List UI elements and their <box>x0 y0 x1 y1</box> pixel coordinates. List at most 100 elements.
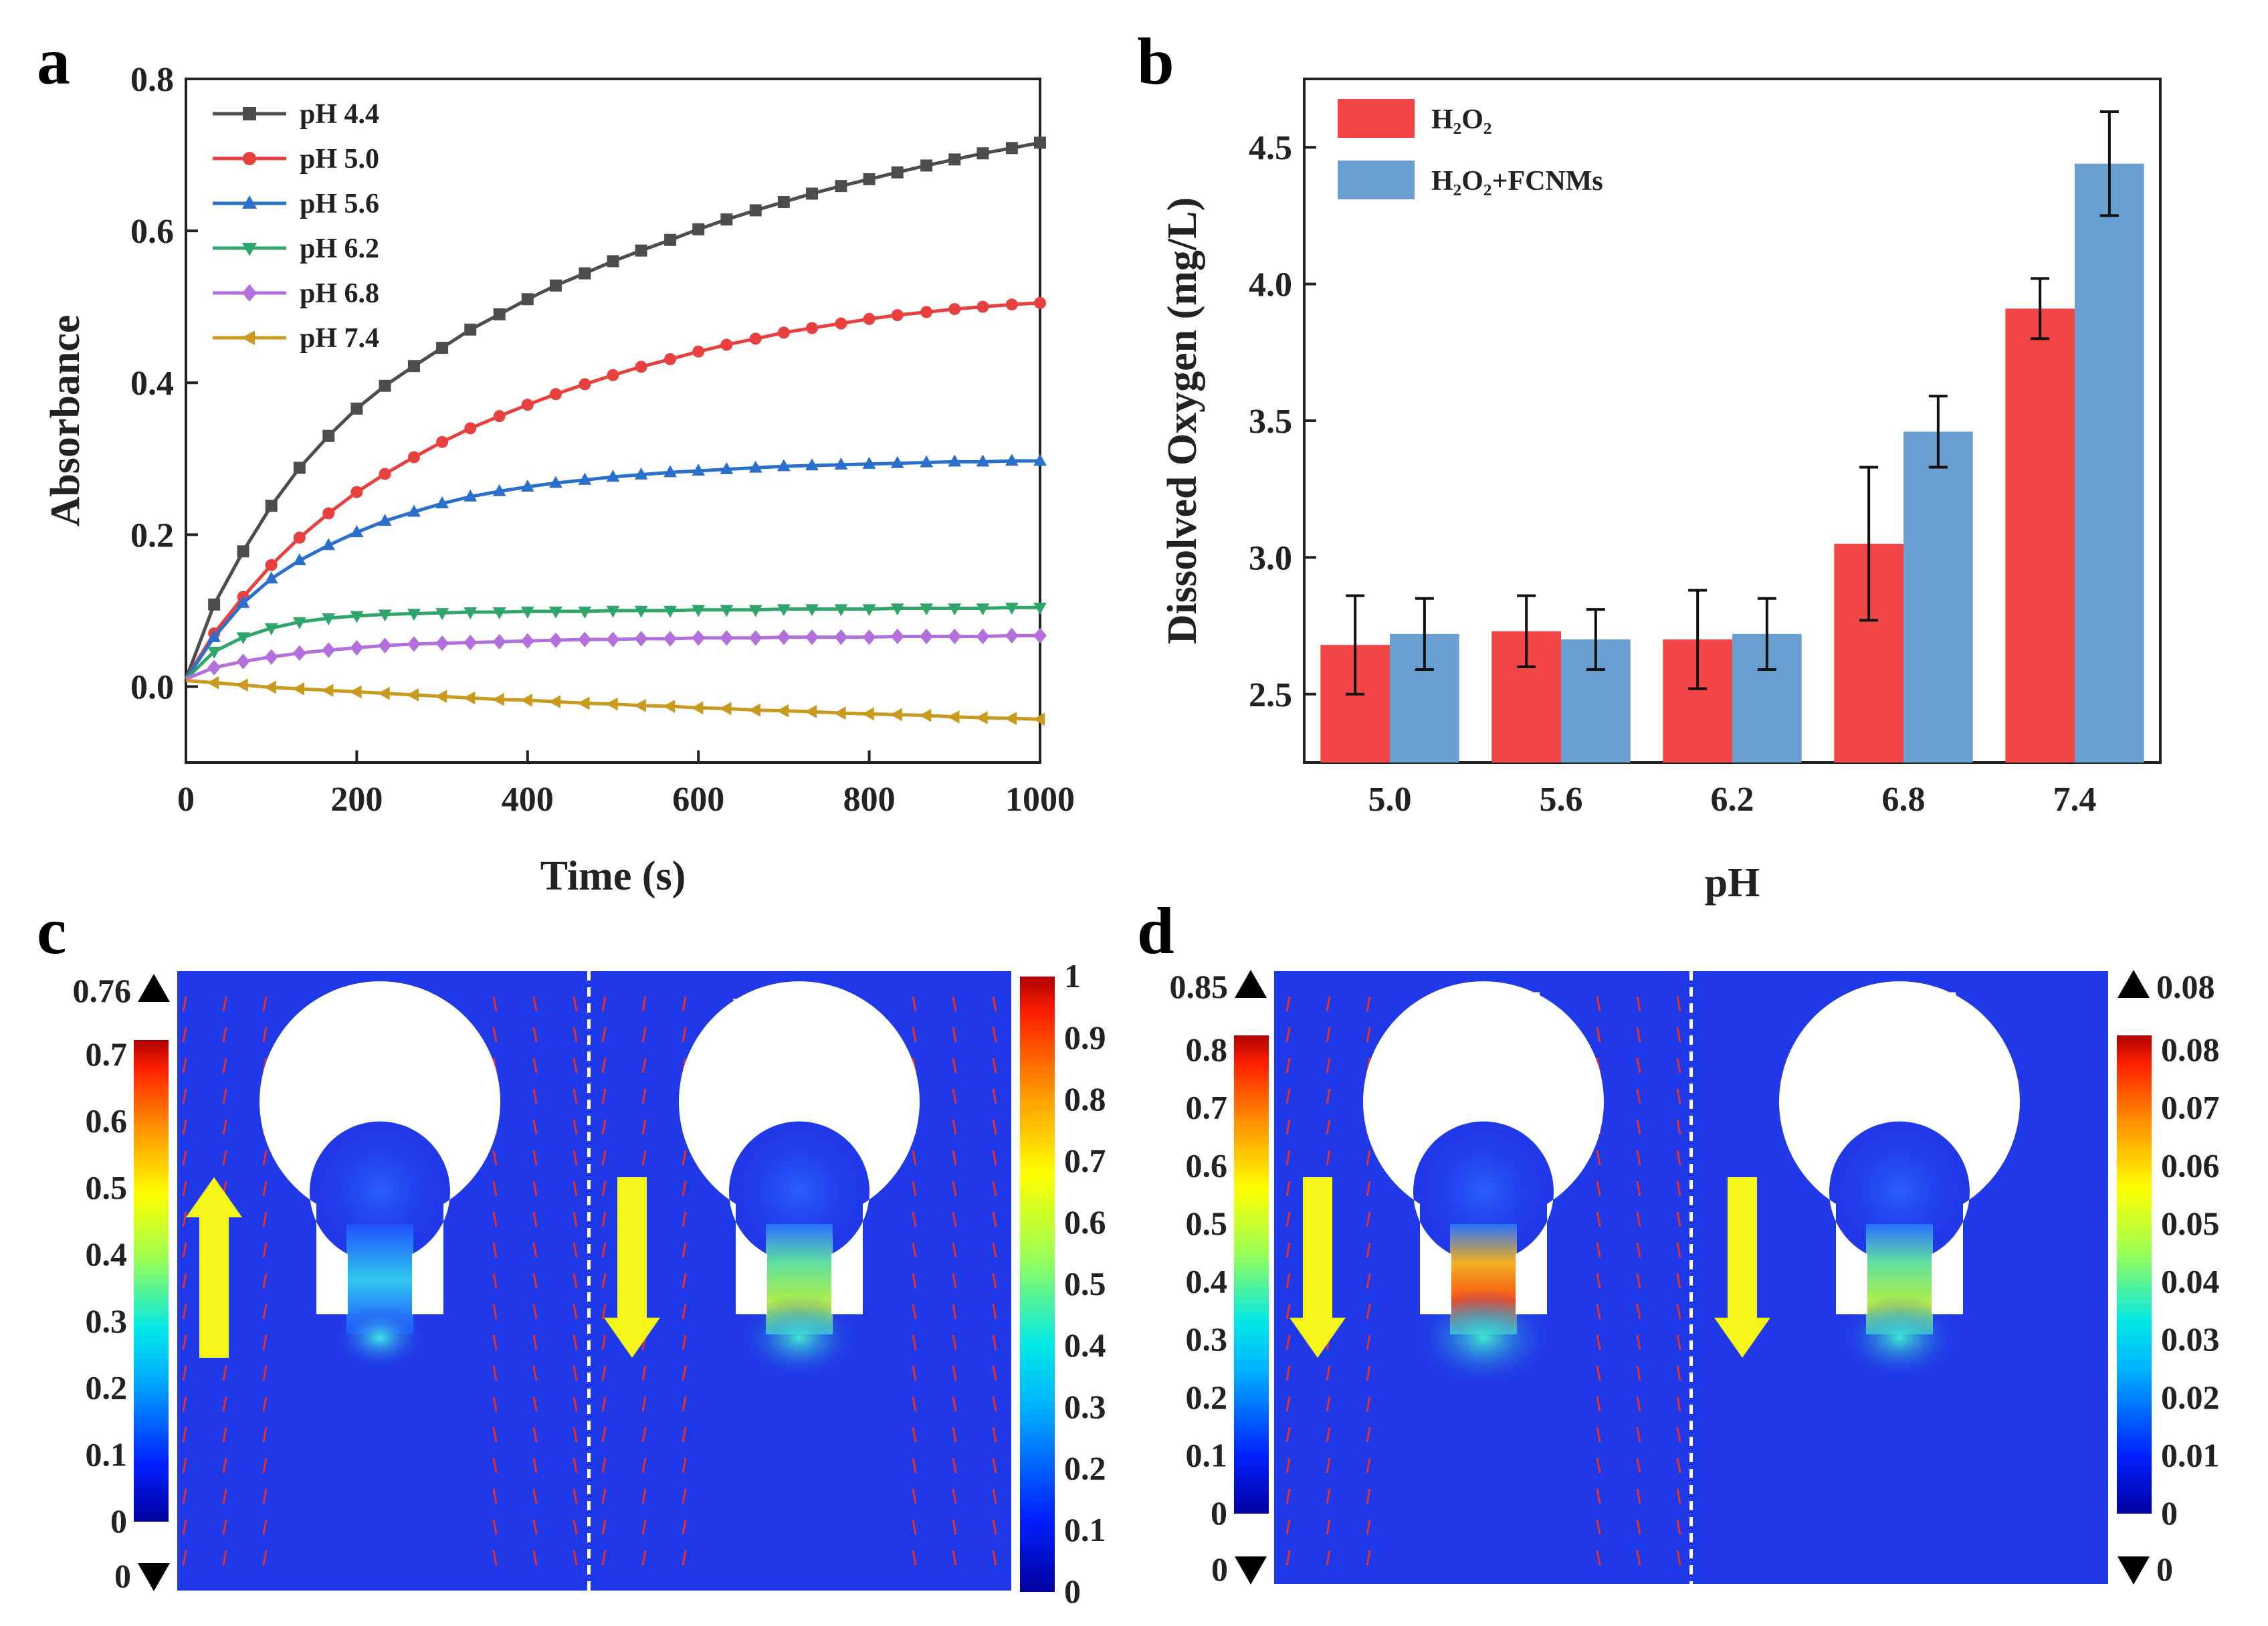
colorbar-tick: 0.6 <box>1186 1146 1228 1184</box>
streamline-dash <box>641 1365 647 1381</box>
data-point <box>435 496 449 508</box>
colorbar-tick: 0.1 <box>1186 1436 1228 1473</box>
streamline-dash <box>1285 1457 1291 1473</box>
data-point <box>663 605 677 618</box>
streamline-dash <box>182 1242 187 1258</box>
legend-label: pH 7.4 <box>300 323 379 354</box>
data-point <box>578 631 592 647</box>
data-point <box>493 410 506 423</box>
range-min-triangle <box>1235 1556 1267 1585</box>
streamline-dash <box>1596 996 1601 1012</box>
streamline-dash <box>1676 1119 1681 1135</box>
streamline-dash <box>262 1027 268 1043</box>
streamline-dash <box>1636 1088 1641 1104</box>
streamline-dash <box>1636 1273 1641 1289</box>
colorbar-tick: 0.02 <box>2161 1379 2220 1416</box>
streamline-dash <box>1366 1304 1371 1320</box>
data-point <box>435 690 447 704</box>
legend-item-a: pH 4.4 <box>213 99 379 130</box>
motion-arrow-down <box>1290 1177 1346 1358</box>
streamline-dash <box>912 1242 917 1258</box>
streamline-dash <box>992 1273 997 1289</box>
data-point <box>349 685 362 699</box>
streamline-dash <box>1596 1273 1601 1289</box>
x-tick-label-a: 0 <box>177 781 195 819</box>
colorbar-right-d <box>2117 1035 2152 1514</box>
colorbar-left-c <box>134 1040 169 1522</box>
streamline-dash <box>682 1273 687 1289</box>
data-point <box>607 255 619 268</box>
streamline-dash <box>912 1273 917 1289</box>
data-point <box>436 435 449 448</box>
motion-arrow-down <box>1714 1177 1770 1358</box>
streamline-dash <box>1636 1027 1641 1043</box>
field-label: diffusiophoresis <box>272 1033 489 1069</box>
streamline-dash <box>952 1488 957 1504</box>
streamline-dash <box>573 1150 578 1166</box>
colorbar-right-c <box>1020 977 1055 1592</box>
data-point <box>634 467 648 480</box>
concentration-glow <box>1839 1296 1960 1380</box>
data-point <box>293 531 306 544</box>
streamline-dash <box>601 1365 607 1381</box>
streamline-dash <box>573 1119 578 1135</box>
streamline-dash <box>682 1150 687 1166</box>
data-point <box>890 628 904 645</box>
streamline-dash <box>262 1550 268 1566</box>
data-point <box>265 500 278 512</box>
data-point <box>1033 603 1047 615</box>
colorbar-tick: 0.3 <box>1064 1388 1106 1425</box>
streamline-dash <box>992 1304 997 1320</box>
error-bar <box>1757 597 1776 672</box>
streamline-dash <box>601 1304 607 1320</box>
streamline-dash <box>573 1242 578 1258</box>
data-point <box>833 706 846 720</box>
keyhole-particle <box>679 981 920 1314</box>
keyhole-particle <box>1363 981 1604 1314</box>
colorbar-tick: 0.6 <box>86 1102 128 1140</box>
streamline-dash <box>1676 1181 1681 1197</box>
streamline-dash <box>601 1334 607 1350</box>
streamline-dash <box>1285 1519 1291 1535</box>
colorbar-tick: 0.8 <box>1064 1080 1106 1118</box>
x-tick-label-a: 800 <box>843 781 896 819</box>
streamline-dash <box>1676 1273 1681 1289</box>
streamline-dash <box>573 1427 578 1443</box>
data-point <box>834 458 848 470</box>
data-point <box>834 629 848 645</box>
streamline-dash <box>601 1550 607 1566</box>
data-point <box>748 630 762 646</box>
streamline-dash <box>952 1334 957 1350</box>
streamline-dash <box>601 1396 607 1412</box>
streamline-dash <box>262 1457 268 1473</box>
data-point <box>521 293 534 306</box>
streamline-dash <box>573 1088 578 1104</box>
streamline-dash <box>222 996 227 1012</box>
streamline-dash <box>1676 1334 1681 1350</box>
data-point <box>862 629 876 645</box>
streamline-dash <box>682 1242 687 1258</box>
streamline-dash <box>952 1365 957 1381</box>
streamline-dash <box>182 1304 187 1320</box>
data-point <box>947 710 960 724</box>
streamline-dash <box>1676 1396 1681 1412</box>
streamline-dash <box>1326 1027 1331 1043</box>
streamline-dash <box>1285 1181 1291 1197</box>
streamline-dash <box>682 1211 687 1227</box>
data-point <box>720 338 733 351</box>
streamline-dash <box>532 1027 538 1043</box>
range-max-triangle <box>2118 970 2150 998</box>
streamline-dash <box>682 1027 687 1043</box>
data-point <box>1005 142 1018 155</box>
streamline-dash <box>532 1211 538 1227</box>
streamline-dash <box>1326 1488 1331 1504</box>
streamline-dash <box>601 1181 607 1197</box>
y-tick-label-b: 3.5 <box>1249 403 1292 441</box>
streamline-dash <box>262 1365 268 1381</box>
colorbar-tick: 0.6 <box>1064 1203 1106 1241</box>
streamline-dash <box>573 1550 578 1566</box>
streamline-dash <box>182 1088 187 1104</box>
streamline-dash <box>1285 1334 1291 1350</box>
streamline-dash <box>222 1119 227 1135</box>
streamline-dash <box>1326 1396 1331 1412</box>
